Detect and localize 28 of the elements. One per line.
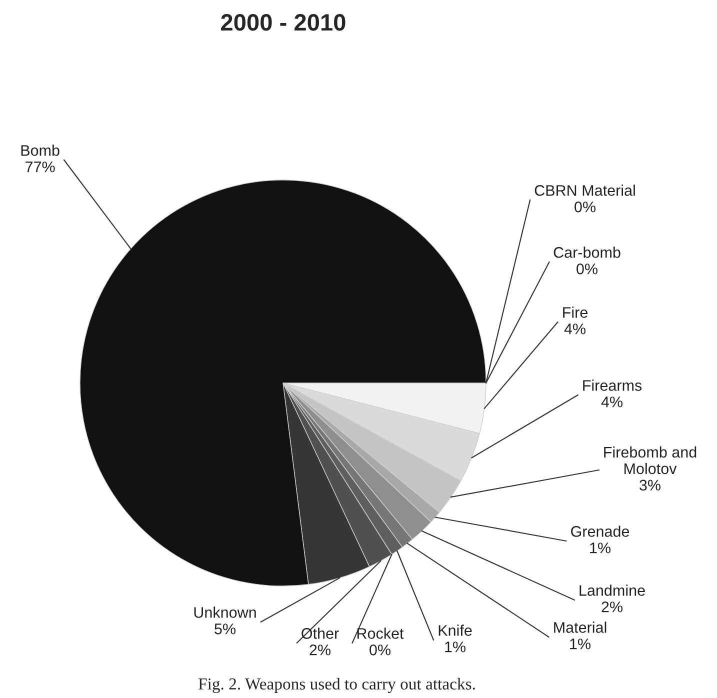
category-label: Rocket (357, 628, 404, 639)
data-label: 5% (214, 624, 236, 634)
data-label: 3% (640, 480, 660, 491)
slice-label: Bomb (21, 144, 60, 156)
text: 0% (370, 644, 390, 656)
slice-label: Knife (438, 624, 472, 636)
slice-label: Material (554, 622, 606, 633)
category-label: Car-bomb (554, 246, 620, 258)
data-label: 2% (310, 644, 330, 656)
text: 0% (574, 202, 596, 212)
slice-label: Landmine (580, 584, 645, 596)
data-label: 1% (590, 542, 610, 554)
slice-label: Firearms (583, 380, 642, 391)
chart-title: 2000 - 2010 (221, 14, 346, 31)
data-label: 2% (602, 602, 622, 612)
category-label: CBRN Material (534, 184, 635, 196)
data-label: 77% (26, 162, 55, 172)
text: 0% (576, 264, 598, 274)
slice-label: Grenade (571, 526, 630, 537)
slice-label: Firebomb and Molotov (604, 446, 696, 474)
slice-label: Fire (563, 306, 588, 318)
data-label: 4% (564, 324, 586, 334)
caption: Fig. 2. Weapons used to carry out attacks. (198, 678, 475, 694)
slice-label: Unknown (194, 606, 256, 618)
pie-slice (80, 180, 486, 586)
data-label: 1% (445, 642, 466, 652)
data-label: 4% (601, 396, 622, 408)
data-label: 1% (570, 638, 590, 650)
